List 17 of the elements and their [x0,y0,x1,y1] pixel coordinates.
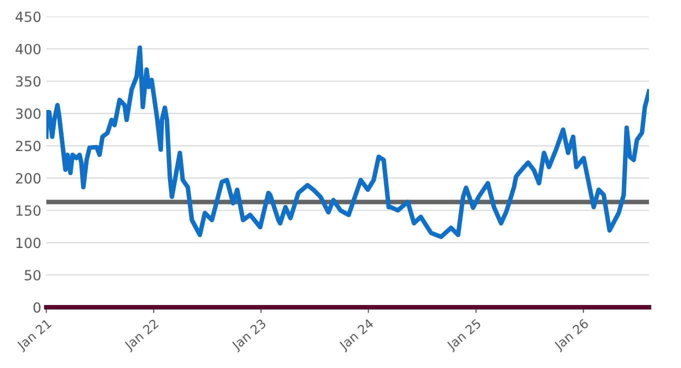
y-tick-label: 300 [16,108,41,119]
y-tick-label: 450 [16,12,41,22]
y-tick-label: 250 [16,140,41,152]
line-series [46,45,649,240]
y-tick-label: 200 [16,173,41,184]
y-tick-label: 100 [16,238,41,248]
x-tick-label: Jan 26 [553,318,591,352]
y-tick-label: 150 [16,205,41,216]
x-tick-label: Jan 25 [446,318,483,352]
y-tick-label: 400 [16,44,41,54]
x-tick-label: Jan 21 [16,318,54,352]
x-tick-label: Jan 24 [338,318,376,352]
y-tick-label: 350 [16,76,41,87]
x-tick-label: Jan 22 [123,318,160,352]
y-tick-label: 0 [34,302,41,313]
y-tick-label: 50 [24,270,41,280]
x-tick-label: Jan 23 [230,318,268,352]
